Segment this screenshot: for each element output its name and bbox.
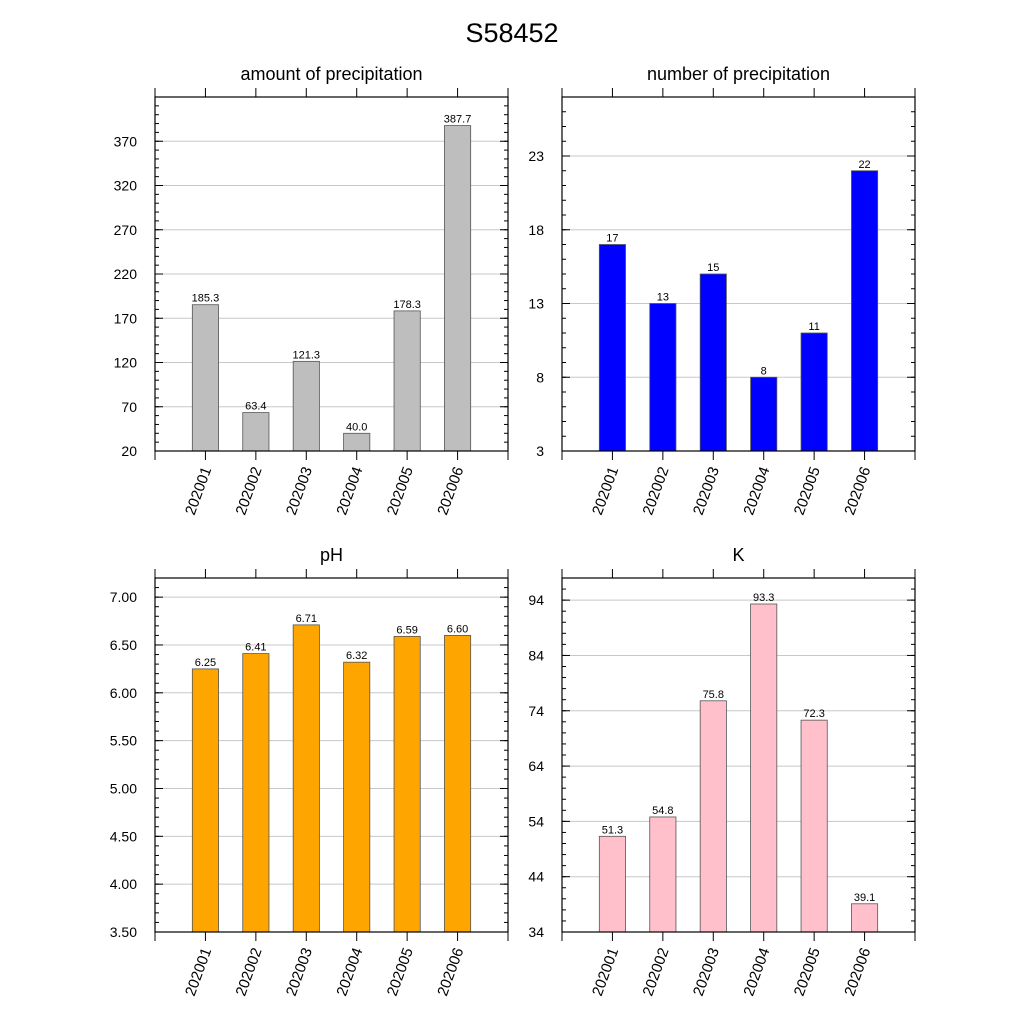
data-label: 22 bbox=[858, 159, 870, 171]
bar bbox=[393, 635, 421, 933]
y-tick-label: 170 bbox=[114, 310, 138, 326]
y-tick-label: 4.00 bbox=[110, 876, 137, 892]
data-label: 75.8 bbox=[703, 689, 724, 701]
data-label: 17 bbox=[606, 233, 618, 245]
chart-title: number of precipitation bbox=[647, 64, 830, 84]
bar bbox=[292, 624, 320, 933]
bar bbox=[800, 332, 828, 452]
data-label: 387.7 bbox=[444, 114, 472, 126]
y-tick-label: 18 bbox=[528, 222, 544, 238]
plot-frame bbox=[561, 96, 916, 452]
bar bbox=[851, 903, 879, 933]
chart-title: amount of precipitation bbox=[240, 64, 422, 84]
chart-title: pH bbox=[320, 545, 343, 565]
data-label: 178.3 bbox=[393, 299, 421, 311]
x-tick-label: 202004 bbox=[740, 946, 773, 999]
y-tick-label: 64 bbox=[528, 758, 544, 774]
y-tick-label: 44 bbox=[528, 869, 544, 885]
data-label: 54.8 bbox=[652, 805, 673, 817]
bar bbox=[699, 273, 727, 452]
data-label: 6.25 bbox=[195, 657, 216, 669]
y-tick-label: 8 bbox=[536, 369, 544, 385]
x-tick-label: 202003 bbox=[690, 946, 723, 999]
bar bbox=[343, 661, 371, 933]
data-label: 40.0 bbox=[346, 421, 367, 433]
bar bbox=[750, 376, 778, 452]
bar bbox=[393, 310, 421, 452]
y-tick-label: 220 bbox=[114, 266, 138, 282]
data-label: 6.59 bbox=[396, 624, 417, 636]
x-tick-label: 202002 bbox=[640, 946, 673, 999]
y-tick-label: 34 bbox=[528, 924, 544, 940]
data-label: 6.32 bbox=[346, 650, 367, 662]
y-tick-label: 320 bbox=[114, 178, 138, 194]
y-tick-label: 74 bbox=[528, 703, 544, 719]
bar bbox=[292, 360, 320, 452]
data-label: 8 bbox=[761, 365, 767, 377]
bar bbox=[699, 700, 727, 933]
bar bbox=[800, 719, 828, 933]
y-tick-label: 6.50 bbox=[110, 637, 137, 653]
data-label: 11 bbox=[808, 321, 819, 333]
chart-title: K bbox=[732, 545, 744, 565]
data-label: 93.3 bbox=[753, 592, 774, 604]
figure-title: S58452 bbox=[465, 18, 559, 48]
y-tick-label: 13 bbox=[528, 296, 544, 312]
y-tick-label: 120 bbox=[114, 355, 138, 371]
data-label: 6.60 bbox=[447, 623, 468, 635]
bar bbox=[444, 125, 472, 452]
data-label: 15 bbox=[707, 262, 719, 274]
bar bbox=[750, 603, 778, 933]
y-tick-label: 5.00 bbox=[110, 780, 137, 796]
plot-frame bbox=[154, 577, 509, 933]
y-tick-label: 23 bbox=[528, 148, 544, 164]
data-label: 72.3 bbox=[803, 708, 824, 720]
y-tick-label: 270 bbox=[114, 222, 138, 238]
y-tick-label: 4.50 bbox=[110, 828, 137, 844]
x-tick-label: 202001 bbox=[589, 946, 622, 999]
data-label: 13 bbox=[657, 292, 669, 304]
y-tick-label: 20 bbox=[121, 443, 137, 459]
y-tick-label: 3.50 bbox=[110, 924, 137, 940]
data-label: 121.3 bbox=[293, 349, 321, 361]
data-label: 63.4 bbox=[245, 401, 266, 413]
bar bbox=[649, 816, 677, 933]
data-label: 6.41 bbox=[245, 642, 266, 654]
y-tick-label: 54 bbox=[528, 813, 544, 829]
x-tick-label: 202006 bbox=[841, 946, 874, 999]
data-label: 6.71 bbox=[296, 613, 317, 625]
bar bbox=[851, 170, 879, 452]
y-tick-label: 94 bbox=[528, 592, 544, 608]
y-tick-label: 6.00 bbox=[110, 685, 137, 701]
data-label: 51.3 bbox=[602, 824, 623, 836]
bar bbox=[598, 835, 626, 933]
y-tick-label: 84 bbox=[528, 647, 544, 663]
bar bbox=[242, 412, 270, 452]
y-tick-label: 5.50 bbox=[110, 733, 137, 749]
plot-frame bbox=[154, 96, 509, 452]
x-tick-label: 202005 bbox=[791, 946, 824, 999]
y-tick-label: 370 bbox=[114, 133, 138, 149]
plot-frame bbox=[561, 577, 916, 933]
y-tick-label: 3 bbox=[536, 443, 544, 459]
data-label: 185.3 bbox=[192, 293, 220, 305]
bar bbox=[191, 304, 219, 452]
y-tick-label: 7.00 bbox=[110, 589, 137, 605]
y-tick-label: 70 bbox=[121, 399, 137, 415]
bar bbox=[191, 668, 219, 933]
bar bbox=[649, 303, 677, 452]
bar bbox=[242, 653, 270, 933]
data-label: 39.1 bbox=[854, 892, 875, 904]
